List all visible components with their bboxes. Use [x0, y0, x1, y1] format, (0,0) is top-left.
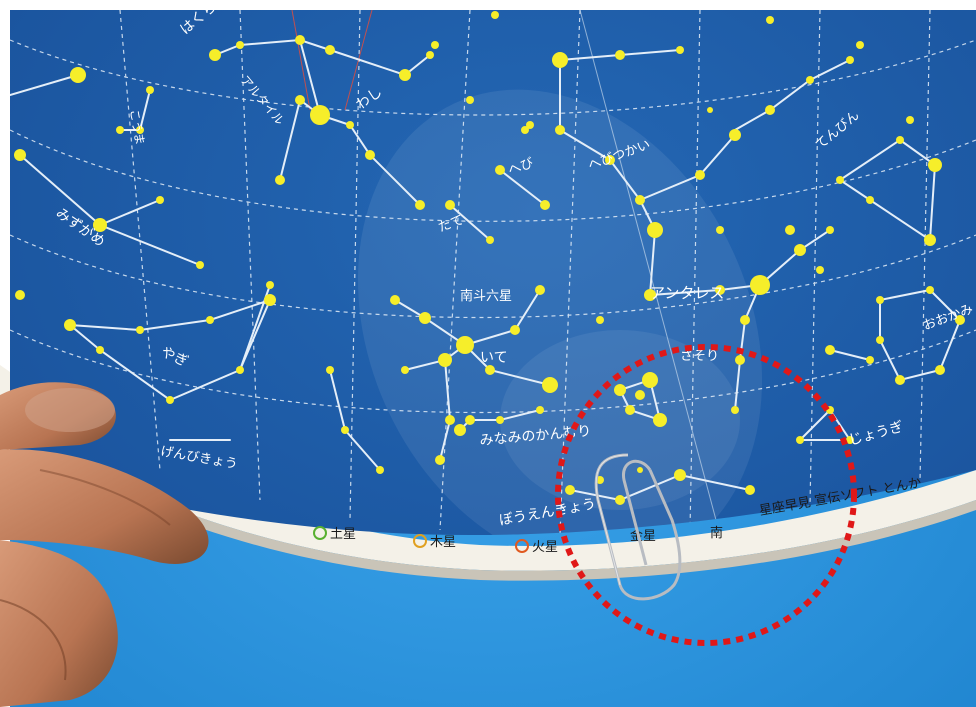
highlight-circle — [555, 344, 857, 646]
mars-icon — [515, 539, 529, 553]
planet-mars: 火星 — [515, 539, 558, 555]
label-sasori: さそり — [680, 349, 719, 364]
stars — [14, 11, 965, 505]
svg-text:火星: 火星 — [532, 540, 558, 555]
planet-saturn: 土星 — [313, 526, 356, 542]
label-kouma: こうま — [127, 108, 147, 146]
planisphere-rim — [0, 365, 976, 571]
direction-south: 南 — [710, 525, 723, 541]
label-nanto-rokusei: 南斗六星 — [460, 288, 512, 304]
planet-jupiter: 木星 — [413, 534, 456, 550]
label-antares: アンタレス — [650, 284, 724, 302]
finger-icon — [0, 382, 209, 707]
saturn-icon — [313, 526, 327, 540]
label-ite: いて — [480, 350, 508, 366]
planet-venus-label: 金星 — [630, 528, 656, 544]
jupiter-icon — [413, 534, 427, 548]
svg-text:土星: 土星 — [330, 527, 356, 542]
svg-text:木星: 木星 — [430, 535, 456, 550]
